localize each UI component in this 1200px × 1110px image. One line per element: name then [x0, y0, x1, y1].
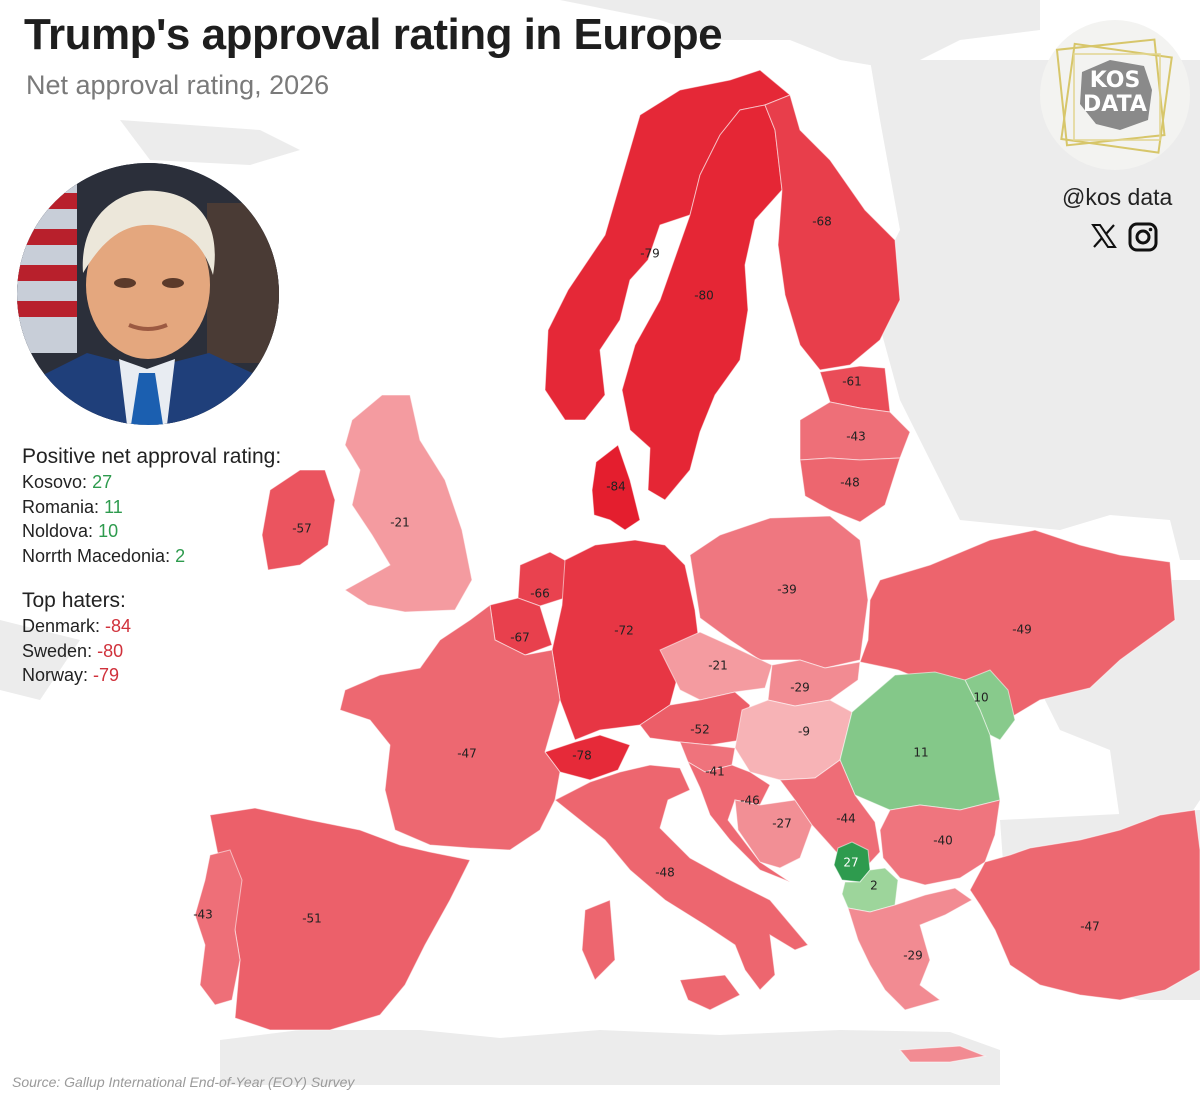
country-value-label: 10 [973, 691, 988, 705]
positive-heading: Positive net approval rating: [22, 445, 282, 468]
country-value-label: 11 [913, 746, 928, 760]
country-value-label: -61 [842, 375, 862, 389]
country-norway [544, 69, 791, 421]
source-note: Source: Gallup International End-of-Year… [12, 1074, 355, 1090]
legend-country: Romania [22, 496, 95, 517]
country-sicily [679, 974, 741, 1011]
country-value-label: -67 [510, 631, 530, 645]
page-title: Trump's approval rating in Europe [24, 10, 723, 59]
country-croatia [686, 760, 791, 883]
country-value-label: -68 [812, 215, 832, 229]
country-shapes [194, 69, 1200, 1063]
country-value-label: -44 [836, 812, 856, 826]
country-value-label: -29 [790, 681, 810, 695]
country-serbia [779, 759, 881, 866]
country-value-label: -79 [640, 247, 660, 261]
x-icon[interactable] [1090, 222, 1118, 255]
page-subtitle: Net approval rating, 2026 [26, 70, 330, 100]
country-value-label: -51 [302, 912, 322, 926]
country-value-label: -40 [933, 834, 953, 848]
country-value-label: -66 [530, 587, 550, 601]
country-uk [344, 394, 473, 613]
country-value-label: -52 [690, 723, 710, 737]
country-value-label: -43 [193, 908, 213, 922]
negative-row: Sweden: -80 [22, 640, 124, 661]
legend-country: Denmark [22, 616, 96, 636]
country-switzerland [544, 734, 631, 781]
country-value-label: -27 [772, 817, 792, 831]
country-bosnia [734, 799, 813, 869]
country-value-label: -21 [390, 516, 410, 530]
country-value-label: -72 [614, 624, 634, 638]
positive-row: Romania: 11 [22, 496, 123, 517]
country-ireland [261, 469, 336, 571]
logo-line-1: KOS [1089, 68, 1141, 93]
country-czechia [659, 631, 773, 701]
country-value-label: -57 [292, 522, 312, 536]
positive-row: Noldova: 10 [22, 521, 119, 541]
instagram-icon[interactable] [1128, 222, 1158, 257]
negative-row: Denmark: -84 [22, 616, 132, 636]
legend-value: -80 [97, 640, 124, 661]
trump-portrait [17, 163, 279, 425]
country-sardinia [581, 899, 616, 981]
country-value-label: -47 [457, 747, 477, 761]
country-value-label: -29 [903, 949, 923, 963]
logo-line-2: DATA [1083, 92, 1147, 117]
country-turkey [969, 809, 1200, 1001]
legend-value: 11 [104, 496, 123, 517]
country-italy [554, 764, 809, 991]
positive-row: Norrth Macedonia: 2 [22, 545, 186, 566]
legend-value: -79 [93, 665, 120, 685]
country-value-label: -80 [694, 289, 714, 303]
country-crete [898, 1045, 987, 1063]
country-value-label: -78 [572, 749, 592, 763]
country-value-label: -41 [705, 765, 725, 779]
country-greece [847, 887, 973, 1011]
country-value-label: -46 [740, 794, 760, 808]
legend-value: -84 [105, 616, 132, 636]
country-value-label: 2 [870, 879, 878, 893]
country-value-label: -48 [840, 476, 860, 490]
logo-frame-icon [1055, 38, 1173, 154]
country-value-label: -48 [655, 866, 675, 880]
country-lithuania [799, 457, 901, 523]
kos-data-logo: KOS DATA [1040, 20, 1190, 170]
negative-heading: Top haters: [22, 589, 126, 612]
country-bulgaria [879, 799, 1001, 886]
positive-row: Kosovo: 27 [22, 472, 113, 492]
legend-value: 10 [98, 521, 119, 541]
legend-value: 27 [92, 472, 113, 492]
country-value-label: -21 [708, 659, 728, 673]
country-portugal [194, 849, 243, 1006]
legend-country: Sweden [22, 640, 88, 661]
country-value-label: -84 [606, 480, 626, 494]
portrait-image [17, 163, 279, 425]
legend-country: Norway [22, 665, 84, 685]
country-finland [764, 94, 901, 371]
country-france [339, 604, 561, 851]
country-value-label: -47 [1080, 920, 1100, 934]
country-value-label: -43 [846, 430, 866, 444]
country-value-label: 27 [843, 856, 858, 870]
social-handle: @kos data [1062, 184, 1173, 210]
country-poland [689, 515, 869, 669]
legend-country: Norrth Macedonia [22, 545, 166, 566]
country-value-label: -49 [1012, 623, 1032, 637]
country-value-labels: -79 -80 -68 -61 -43 -48 -84 -57 -21 -66 -67 -72 -39 -… [193, 215, 1100, 963]
negative-row: Norway: -79 [22, 665, 120, 685]
country-value-label: -39 [777, 583, 797, 597]
country-slovakia [767, 659, 861, 707]
legend-country: Noldova [22, 521, 89, 541]
legend-value: 2 [175, 545, 186, 566]
country-north-macedonia [841, 867, 899, 913]
legend-country: Kosovo [22, 472, 83, 492]
country-romania [839, 671, 1001, 811]
legend: Positive net approval rating: Kosovo: 27… [22, 444, 281, 688]
country-value-label: -9 [798, 725, 810, 739]
country-denmark [591, 444, 641, 531]
